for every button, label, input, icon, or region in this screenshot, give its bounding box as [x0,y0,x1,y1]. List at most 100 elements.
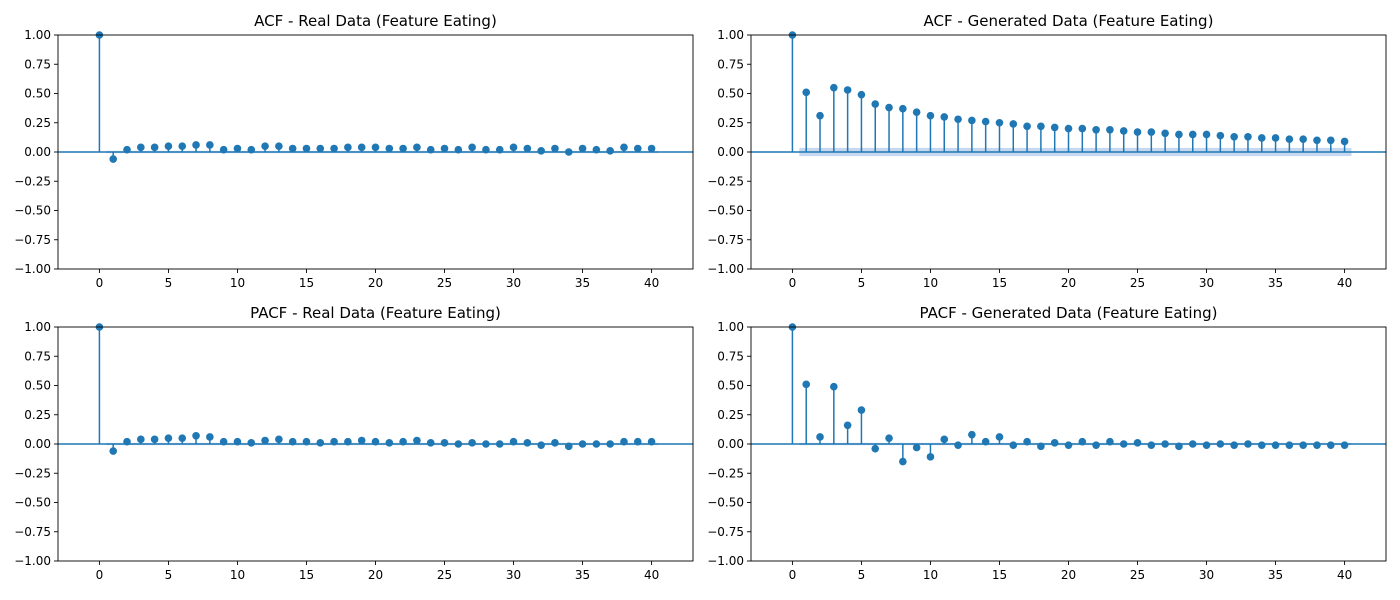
y-tick-label: −0.25 [707,466,744,480]
x-tick-label: 5 [165,568,173,582]
marker-lag-39 [1326,441,1335,449]
y-tick-label: 0.75 [717,57,744,71]
y-tick-label: −0.50 [707,496,744,510]
chart-panel-0: 0 5 10 15 20 25 30 35 40 1.00 0.75 0.50 0.25 0.00 −0.2… [14,12,694,290]
marker-lag-12 [954,115,962,124]
y-tick-label: 0.25 [24,116,51,130]
marker-lag-35 [1271,441,1280,449]
marker-lag-33 [551,439,559,447]
y-tick-label: 0.75 [717,349,744,363]
x-tick-label: 20 [368,568,383,582]
marker-lag-1 [109,447,118,455]
marker-lag-10 [926,111,935,120]
marker-lag-36 [1285,441,1294,449]
marker-lag-31 [523,439,532,447]
marker-lag-28 [482,440,490,448]
marker-lag-23 [413,143,421,152]
marker-lag-29 [495,440,504,448]
marker-lag-38 [620,437,628,446]
marker-lag-37 [1299,441,1307,449]
marker-lag-33 [1244,440,1252,448]
marker-lag-18 [344,437,352,446]
marker-lag-1 [802,88,811,97]
marker-lag-36 [592,145,601,154]
marker-lag-26 [1147,128,1156,136]
marker-lag-20 [371,143,380,152]
marker-lag-17 [1023,122,1031,131]
x-tick-label: 40 [644,568,659,582]
x-tick-label: 15 [992,568,1007,582]
marker-lag-8 [206,141,214,149]
x-tick-label: 40 [644,276,659,290]
marker-lag-13 [275,435,283,444]
x-tick-label: 5 [165,276,173,290]
marker-lag-31 [1216,440,1225,448]
marker-lag-11 [247,145,256,154]
marker-lag-2 [816,111,824,120]
x-tick-label: 0 [789,276,797,290]
marker-lag-34 [564,442,573,451]
marker-lag-38 [620,143,628,152]
x-tick-label: 35 [575,276,590,290]
marker-lag-19 [1050,439,1059,447]
y-tick-label: 0.25 [717,116,744,130]
chart-title: ACF - Real Data (Feature Eating) [254,12,497,30]
marker-lag-33 [551,144,559,153]
y-tick-label: −1.00 [14,554,51,568]
marker-lag-26 [454,440,463,448]
x-tick-label: 30 [506,568,521,582]
x-tick-label: 10 [923,276,938,290]
y-tick-label: 0.25 [24,408,51,422]
y-tick-label: −0.75 [707,525,744,539]
y-tick-label: −0.25 [14,466,51,480]
marker-lag-6 [871,100,880,108]
marker-lag-13 [275,142,283,150]
marker-lag-17 [1023,437,1031,446]
marker-lag-40 [1340,441,1349,449]
marker-lag-39 [633,437,642,446]
marker-lag-24 [1119,127,1128,135]
x-tick-label: 10 [230,276,245,290]
marker-lag-23 [1106,437,1114,446]
marker-lag-18 [344,143,352,152]
marker-lag-14 [981,117,990,126]
marker-lag-31 [1216,131,1225,140]
chart-title: ACF - Generated Data (Feature Eating) [924,12,1214,30]
marker-lag-36 [592,440,601,448]
marker-lag-37 [1299,135,1307,143]
marker-lag-7 [885,103,893,112]
marker-lag-21 [1078,124,1087,133]
marker-lag-5 [857,406,866,414]
x-tick-label: 0 [96,568,104,582]
x-tick-label: 10 [230,568,245,582]
marker-lag-3 [137,143,145,152]
y-tick-label: −0.25 [14,174,51,188]
marker-lag-35 [578,440,587,448]
marker-lag-15 [302,437,311,446]
marker-lag-12 [261,142,269,150]
marker-lag-3 [830,382,838,391]
chart-title: PACF - Generated Data (Feature Eating) [920,304,1218,322]
marker-lag-13 [968,116,976,125]
marker-lag-10 [926,453,935,461]
marker-lag-30 [509,143,518,152]
marker-lag-20 [1064,441,1073,449]
marker-lag-26 [454,145,463,154]
marker-lag-5 [857,90,866,99]
marker-lag-29 [1188,130,1197,139]
y-tick-label: 0.50 [717,87,744,101]
marker-lag-6 [178,142,187,150]
marker-lag-30 [1202,130,1211,139]
marker-lag-24 [426,145,435,154]
marker-lag-29 [1188,440,1197,448]
marker-lag-30 [1202,441,1211,449]
y-tick-label: −1.00 [707,262,744,276]
y-tick-label: 0.25 [717,408,744,422]
marker-lag-11 [940,435,949,444]
marker-lag-1 [802,380,811,389]
marker-lag-19 [1050,123,1059,132]
marker-lag-9 [219,145,228,154]
x-tick-label: 20 [1061,568,1076,582]
marker-lag-25 [1133,439,1142,447]
